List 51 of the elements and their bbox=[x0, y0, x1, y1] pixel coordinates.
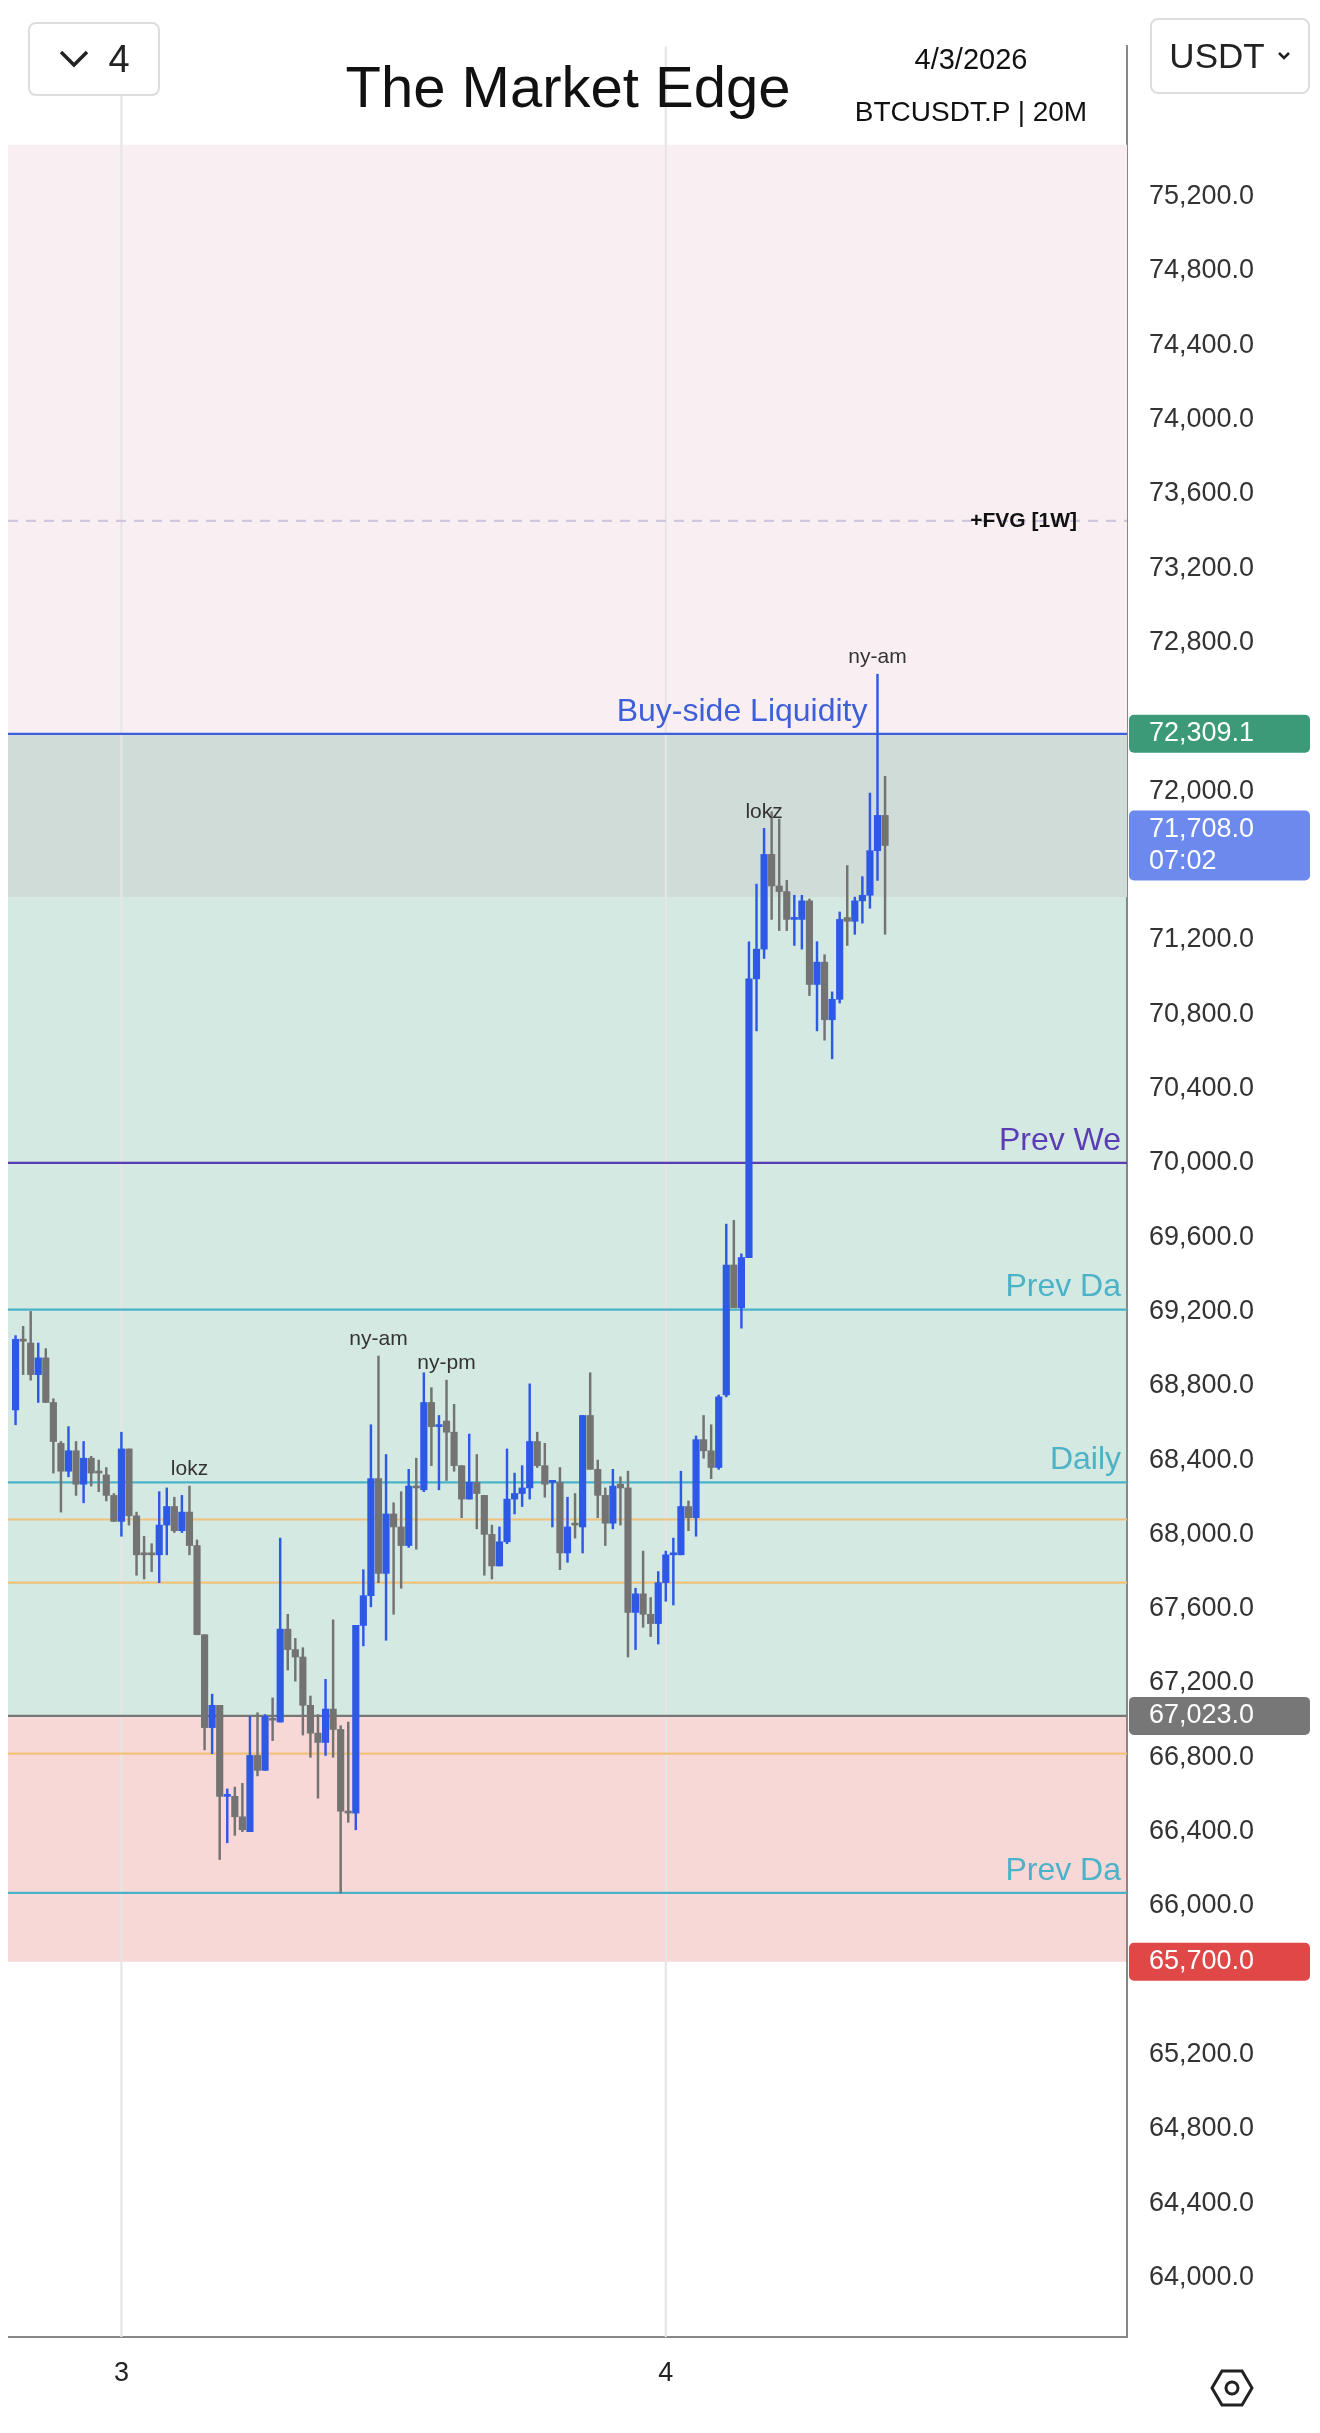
ref-line-label: Buy-side Liquidity bbox=[616, 691, 868, 728]
y-tick-label: 67,600.0 bbox=[1149, 1592, 1255, 1623]
y-tick-label: 69,200.0 bbox=[1149, 1294, 1255, 1325]
y-tick-label: 75,200.0 bbox=[1149, 180, 1255, 211]
y-tick-label: 72,309.1 bbox=[1149, 717, 1255, 748]
y-tick-label: 71,708.0 07:02 bbox=[1149, 812, 1255, 876]
ref-line-label: +FVG [1W] bbox=[970, 507, 1077, 531]
text: USDT bbox=[1169, 36, 1265, 76]
y-tick-label: 73,200.0 bbox=[1149, 551, 1255, 582]
chart-title: The Market Edge bbox=[344, 53, 792, 120]
chart-subtitle: 4/3/2026 bbox=[913, 43, 1029, 76]
annotation: 4 bbox=[108, 37, 130, 81]
ref-line-label: Prev We bbox=[998, 1120, 1121, 1157]
y-tick-label: 72,800.0 bbox=[1149, 626, 1255, 657]
y-tick-label: 65,700.0 bbox=[1149, 1945, 1255, 1976]
annotation: lokz bbox=[170, 1456, 209, 1480]
candlestick bbox=[616, 1476, 625, 1526]
y-tick-label: 72,000.0 bbox=[1149, 774, 1255, 805]
y-tick-label: 67,200.0 bbox=[1149, 1666, 1255, 1697]
x-tick-label: 3 bbox=[113, 2356, 129, 2387]
y-tick-label: 66,800.0 bbox=[1149, 1740, 1255, 1771]
y-tick-label: 74,400.0 bbox=[1149, 328, 1255, 359]
y-tick-label: 66,000.0 bbox=[1149, 1889, 1255, 1920]
ref-line-label: Prev Da bbox=[1005, 1850, 1122, 1887]
y-tick-label: 74,800.0 bbox=[1149, 254, 1255, 285]
y-tick-label: 71,200.0 bbox=[1149, 923, 1255, 954]
y-tick-label: 73,600.0 bbox=[1149, 477, 1255, 508]
annotation: ny-pm bbox=[417, 1350, 476, 1374]
y-tick-label: 68,400.0 bbox=[1149, 1443, 1255, 1474]
y-tick-label: 70,800.0 bbox=[1149, 997, 1255, 1028]
y-tick-label: 68,000.0 bbox=[1149, 1517, 1255, 1548]
y-tick-label: 70,000.0 bbox=[1149, 1146, 1255, 1177]
candlestick bbox=[752, 883, 761, 1032]
ref-line-label: Prev Da bbox=[1005, 1267, 1122, 1304]
y-tick-label: 67,023.0 bbox=[1149, 1699, 1255, 1730]
ref-line-label: Daily bbox=[1049, 1440, 1121, 1477]
y-tick-label: 64,400.0 bbox=[1149, 2186, 1255, 2217]
y-tick-label: 74,000.0 bbox=[1149, 403, 1255, 434]
y-tick-label: 66,400.0 bbox=[1149, 1815, 1255, 1846]
annotation: ny-am bbox=[848, 644, 907, 668]
y-tick-label: 69,600.0 bbox=[1149, 1220, 1255, 1251]
y-tick-label: 64,800.0 bbox=[1149, 2112, 1255, 2143]
annotation: BTCUSDT.P | 20M bbox=[853, 96, 1089, 128]
annotation: lokz bbox=[745, 798, 783, 822]
y-tick-label: 68,800.0 bbox=[1149, 1369, 1255, 1400]
y-tick-label: 70,400.0 bbox=[1149, 1071, 1255, 1102]
y-tick-label: 64,000.0 bbox=[1149, 2261, 1255, 2291]
y-tick-label: 65,200.0 bbox=[1149, 2038, 1255, 2069]
candlestick bbox=[548, 1480, 556, 1528]
annotation: ny-am bbox=[349, 1326, 408, 1350]
candlestick bbox=[390, 1502, 398, 1615]
